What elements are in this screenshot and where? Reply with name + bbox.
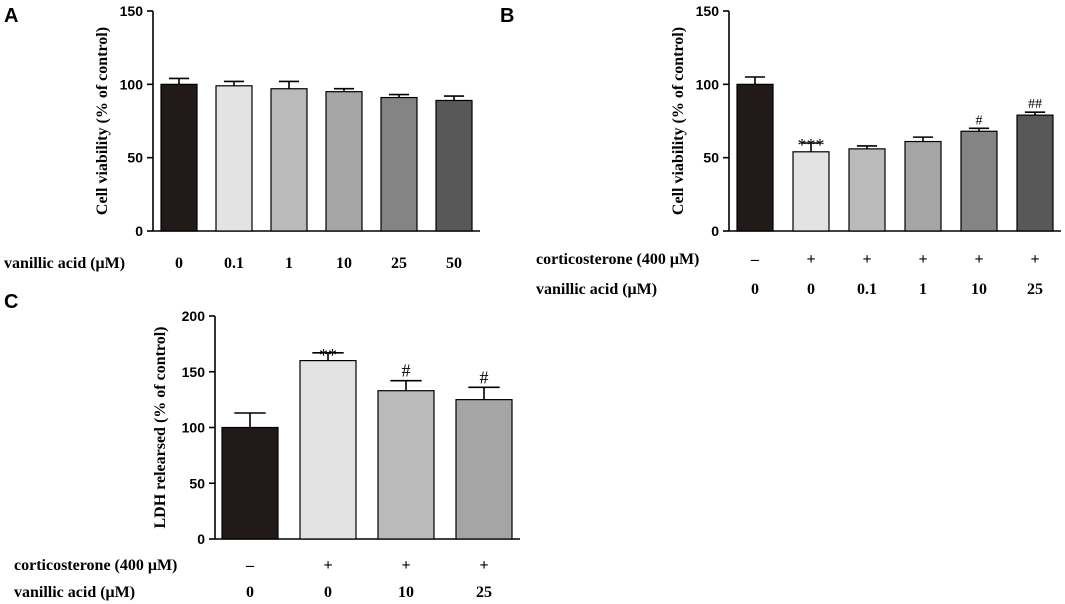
significance-mark: ##	[1028, 97, 1042, 112]
significance-mark: **	[319, 345, 337, 365]
condition-value: –	[245, 557, 255, 574]
bar	[435, 99, 473, 232]
bar	[325, 91, 363, 232]
significance-mark: #	[402, 361, 411, 381]
condition-row-label: corticosterone (400 μM)	[536, 251, 699, 268]
bar	[792, 151, 830, 232]
condition-value: 0	[324, 584, 332, 601]
condition-value: +	[974, 251, 983, 268]
bar	[1016, 114, 1054, 232]
y-tick-label: 100	[120, 76, 144, 92]
bar	[221, 426, 279, 540]
condition-value: 1	[919, 281, 927, 298]
condition-value: 25	[1027, 281, 1043, 298]
bar	[960, 130, 998, 232]
y-tick-label: 100	[696, 76, 720, 92]
condition-value: 0.1	[224, 255, 244, 272]
bar	[299, 360, 357, 540]
bar	[377, 390, 435, 540]
condition-value: +	[323, 557, 332, 574]
condition-value: 0.1	[857, 281, 877, 298]
y-tick-label: 150	[696, 3, 720, 19]
significance-mark: ***	[798, 135, 825, 155]
condition-row-label: vanillic acid (μM)	[536, 281, 657, 298]
y-tick-label: 50	[189, 475, 205, 491]
panel-letter: C	[4, 291, 18, 313]
bar	[160, 83, 198, 232]
bar	[848, 148, 886, 232]
bar	[270, 88, 308, 232]
y-tick-label: 0	[135, 223, 143, 239]
condition-value: 10	[336, 255, 352, 272]
y-tick-label: 100	[182, 420, 206, 436]
condition-value: 0	[246, 584, 254, 601]
bar	[455, 399, 513, 540]
panel-letter: B	[500, 5, 514, 27]
y-tick-label: 0	[197, 531, 205, 547]
condition-value: 25	[476, 584, 492, 601]
y-axis-title: LDH relearsed (% of control)	[152, 326, 169, 528]
panel-letter: A	[4, 5, 18, 27]
condition-value: 10	[398, 584, 414, 601]
bar	[215, 85, 253, 232]
significance-mark: #	[976, 113, 983, 128]
bar	[380, 96, 418, 232]
condition-value: 0	[175, 255, 183, 272]
condition-row-label: corticosterone (400 μM)	[14, 557, 177, 574]
condition-value: +	[862, 251, 871, 268]
condition-row-label: vanillic acid (μM)	[14, 584, 135, 601]
condition-value: +	[806, 251, 815, 268]
condition-value: 0	[807, 281, 815, 298]
condition-value: –	[750, 251, 760, 268]
y-axis-title: Cell viability (% of control)	[94, 27, 111, 215]
condition-row-label: vanillic acid (μM)	[4, 255, 125, 272]
condition-value: 0	[751, 281, 759, 298]
condition-value: +	[479, 557, 488, 574]
condition-value: +	[918, 251, 927, 268]
condition-value: +	[401, 557, 410, 574]
condition-value: 50	[446, 255, 462, 272]
y-tick-label: 150	[120, 3, 144, 19]
bar	[904, 140, 942, 232]
condition-value: 1	[285, 255, 293, 272]
y-tick-label: 0	[711, 223, 719, 239]
condition-value: 25	[391, 255, 407, 272]
y-tick-label: 200	[182, 308, 206, 324]
significance-mark: #	[480, 367, 489, 387]
y-axis-title: Cell viability (% of control)	[670, 27, 687, 215]
condition-value: +	[1030, 251, 1039, 268]
y-tick-label: 50	[127, 150, 143, 166]
condition-value: 10	[971, 281, 987, 298]
y-tick-label: 150	[182, 364, 206, 380]
bar	[736, 83, 774, 232]
y-tick-label: 50	[703, 150, 719, 166]
